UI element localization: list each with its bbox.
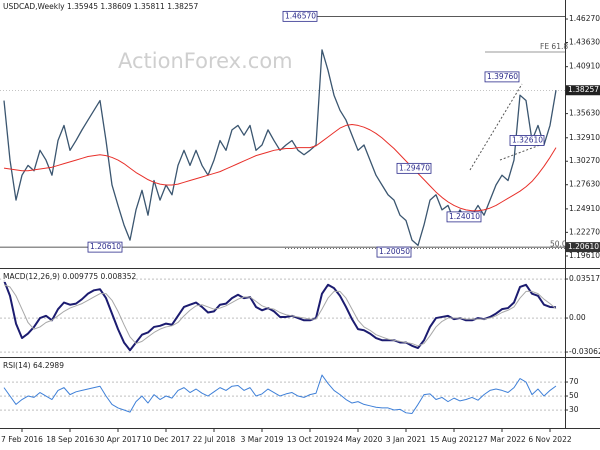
level-label: FE 61.8 <box>540 42 568 51</box>
x-tick-label: 27 Mar 2022 <box>478 435 526 444</box>
y-tick-label: 1.40910 <box>569 62 600 71</box>
axis-highlight-label: 1.20610 <box>568 242 599 251</box>
annotation-box <box>509 135 545 146</box>
x-tick-label: 3 Jan 2021 <box>386 435 426 444</box>
annotation-box <box>446 211 482 223</box>
x-tick-label: 24 May 2020 <box>334 435 383 444</box>
level-label: 1.46570 <box>285 11 316 20</box>
panel-title-bg <box>1 272 132 282</box>
panel-title-bg <box>1 2 195 12</box>
x-tick-label: 18 Sep 2016 <box>46 435 94 444</box>
level-label: 1.20610 <box>90 242 121 251</box>
y-tick-label: 1.46270 <box>569 14 600 23</box>
y-tick-label: 70 <box>569 377 579 386</box>
x-tick-label: 3 Mar 2019 <box>241 435 284 444</box>
annotation-label: 1.39760 <box>487 72 518 81</box>
y-tick-label: 1.32910 <box>569 133 600 142</box>
y-tick-label: 0.035172 <box>569 274 600 283</box>
trend-line <box>469 83 541 171</box>
x-tick-label: 15 Aug 2021 <box>430 435 478 444</box>
y-tick-label: 1.24910 <box>569 204 600 213</box>
panel-title: USDCAD,Weekly 1.35945 1.38609 1.35811 1.… <box>3 2 198 11</box>
series-line <box>3 284 557 347</box>
y-tick-label: -0.030626 <box>569 347 600 356</box>
x-tick-label: 22 Jul 2018 <box>193 435 236 444</box>
series-line <box>3 279 557 352</box>
y-tick-label: 0.00 <box>569 313 586 322</box>
series-line <box>3 124 557 212</box>
last-price-label: 1.38257 <box>568 85 599 94</box>
x-tick-label: 7 Feb 2016 <box>1 435 43 444</box>
annotation-label: 1.24010 <box>449 212 480 221</box>
y-tick-label: 50 <box>569 391 579 400</box>
annotation-box <box>484 71 520 83</box>
y-tick-label: 1.22270 <box>569 227 600 236</box>
panel-title-bg <box>1 361 64 371</box>
x-tick-label: 30 Apr 2017 <box>95 435 142 444</box>
x-tick-label: 13 Oct 2019 <box>287 435 334 444</box>
annotation-label: 1.32610 <box>512 135 543 144</box>
y-tick-label: 1.35630 <box>569 109 600 118</box>
y-tick-label: 1.30270 <box>569 156 600 165</box>
watermark: ActionForex.com <box>118 49 293 73</box>
annotation-box <box>376 246 412 258</box>
y-tick-label: 1.19610 <box>569 251 600 260</box>
last-price-box <box>566 85 600 96</box>
y-tick-label: 30 <box>569 405 579 414</box>
panel-title: MACD(12,26,9) 0.009775 0.008352 <box>3 272 137 281</box>
x-tick-label: 6 Nov 2022 <box>528 435 571 444</box>
annotation-label: 1.29470 <box>399 163 430 172</box>
level-box <box>282 10 318 22</box>
y-tick-label: 1.27630 <box>569 180 600 189</box>
axis-highlight <box>566 242 600 253</box>
level-label: 50.0 <box>550 239 567 248</box>
series-line <box>3 374 557 415</box>
y-tick-label: 1.43630 <box>569 37 600 46</box>
panel-title: RSI(14) 64.2989 <box>3 361 64 370</box>
annotation-box <box>396 162 432 174</box>
x-tick-label: 10 Dec 2017 <box>142 435 190 444</box>
level-box <box>87 241 123 253</box>
annotation-label: 1.20050 <box>379 247 410 256</box>
